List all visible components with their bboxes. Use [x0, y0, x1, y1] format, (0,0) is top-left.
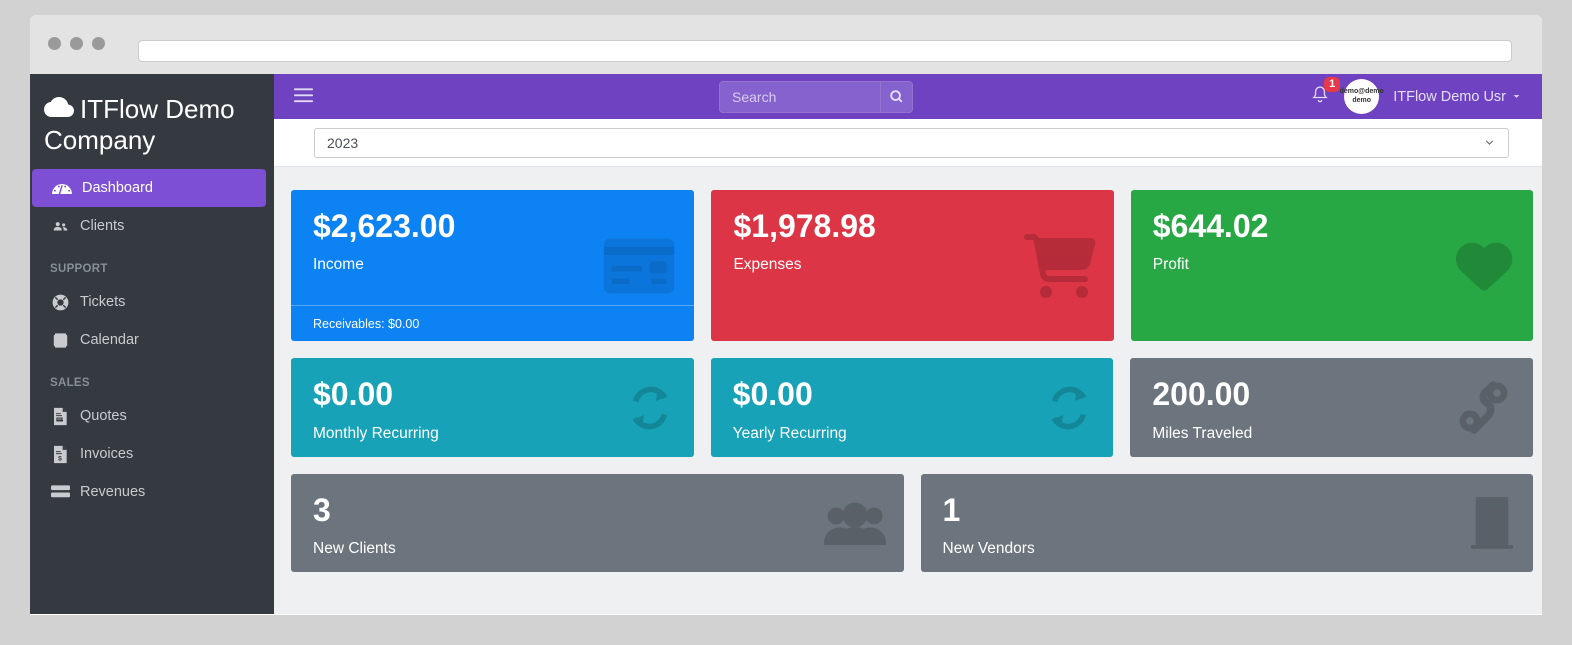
svg-text:$: $ — [58, 455, 62, 462]
